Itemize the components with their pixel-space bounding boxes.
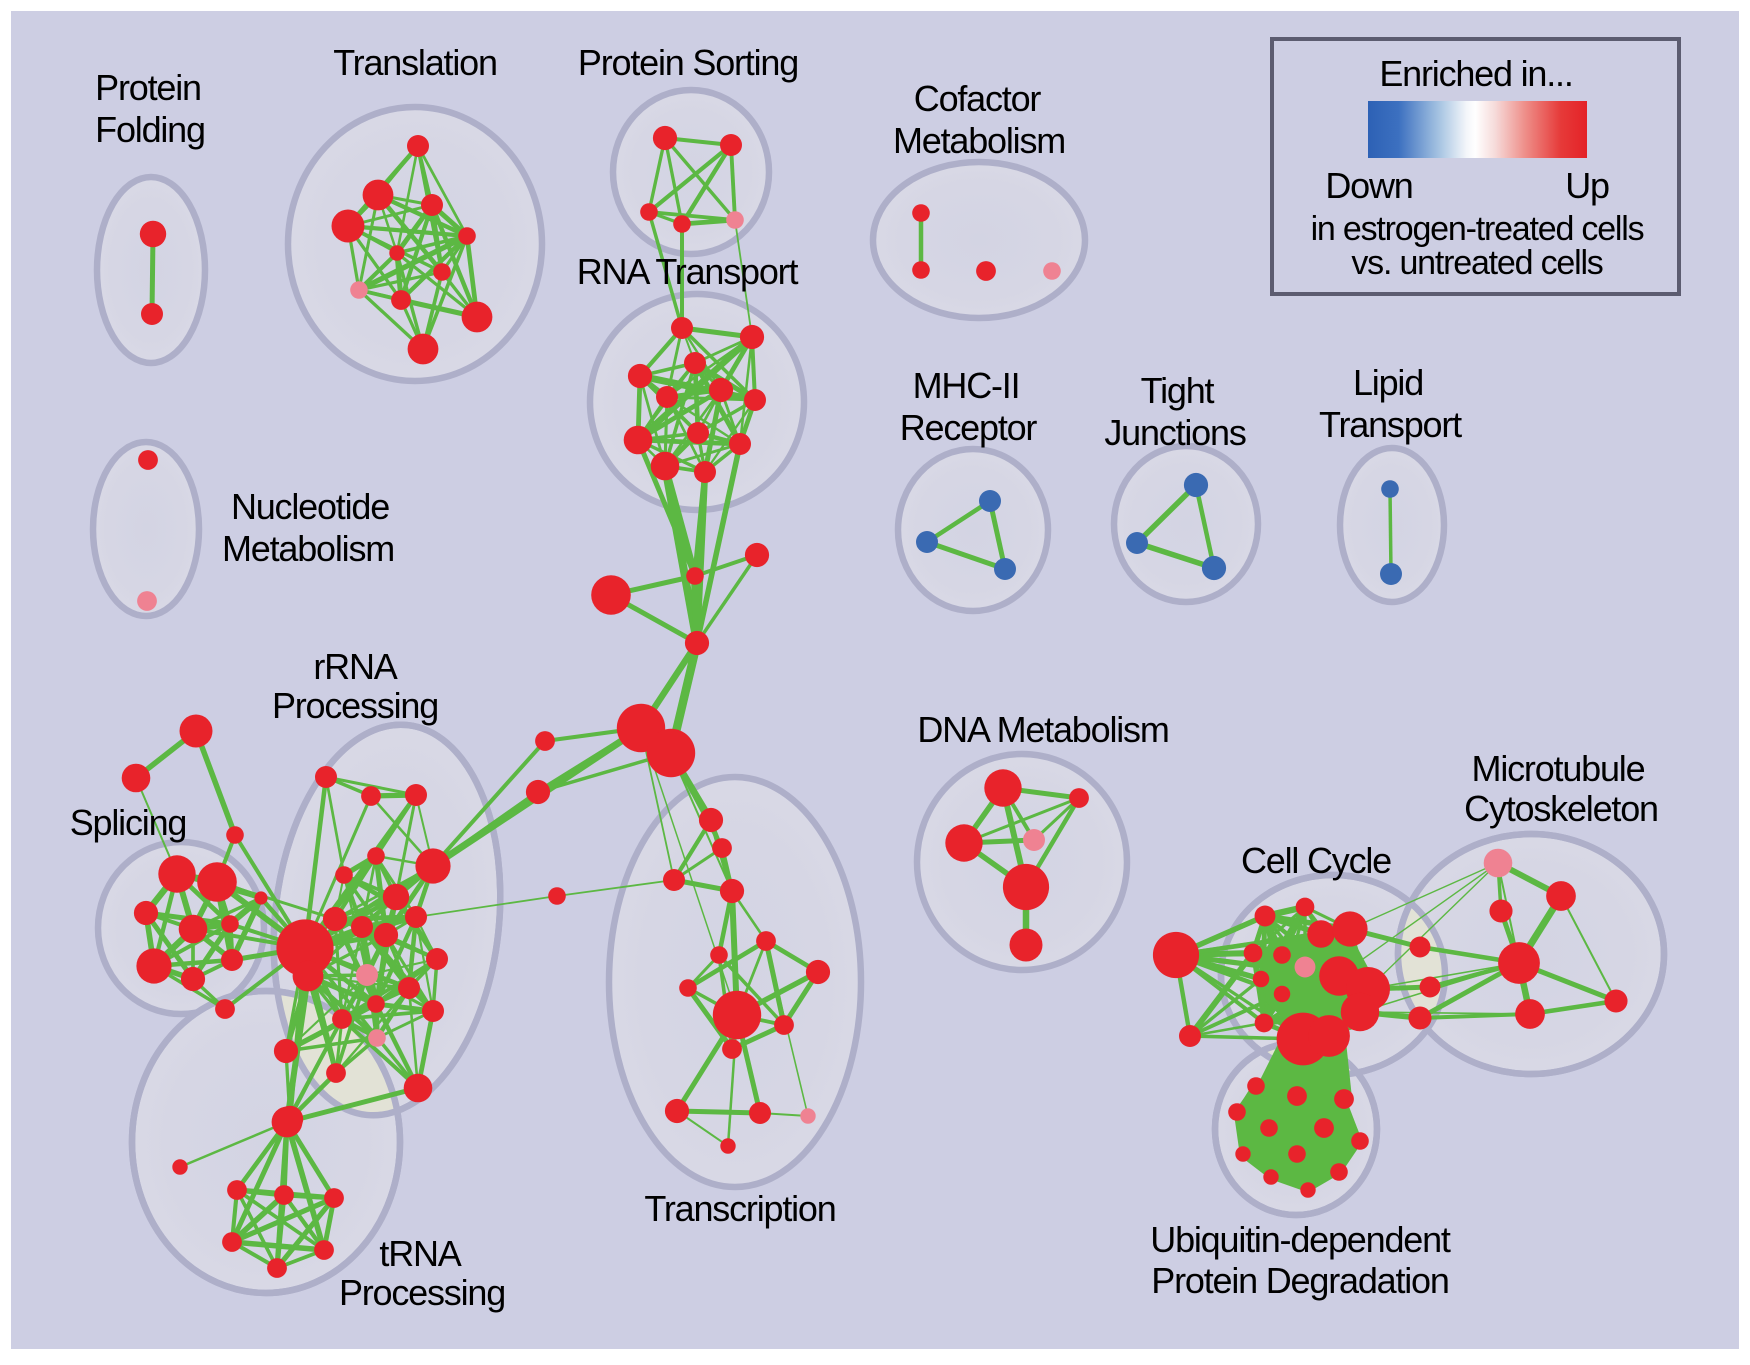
svg-text:RNA Transport: RNA Transport [577, 251, 799, 292]
svg-text:Protein Degradation: Protein Degradation [1151, 1260, 1448, 1301]
svg-text:DNA Metabolism: DNA Metabolism [917, 709, 1168, 750]
svg-text:in estrogen-treated cells: in estrogen-treated cells [1311, 210, 1644, 248]
svg-text:rRNA: rRNA [313, 646, 397, 687]
svg-text:Up: Up [1565, 165, 1609, 206]
svg-text:Ubiquitin-dependent: Ubiquitin-dependent [1150, 1219, 1451, 1260]
svg-text:MHC-II: MHC-II [913, 365, 1020, 406]
svg-text:Splicing: Splicing [70, 802, 186, 843]
svg-text:Protein Sorting: Protein Sorting [578, 42, 798, 83]
svg-text:Folding: Folding [95, 109, 205, 150]
svg-text:Processing: Processing [272, 685, 438, 726]
svg-text:Nucleotide: Nucleotide [231, 486, 389, 527]
svg-text:Junctions: Junctions [1104, 412, 1245, 453]
svg-text:Metabolism: Metabolism [222, 528, 394, 569]
svg-text:Cytoskeleton: Cytoskeleton [1464, 788, 1658, 829]
svg-text:Metabolism: Metabolism [893, 120, 1065, 161]
svg-text:Tight: Tight [1141, 370, 1215, 411]
svg-text:Cofactor: Cofactor [914, 78, 1042, 119]
svg-text:Protein: Protein [95, 67, 201, 108]
svg-text:Processing: Processing [339, 1272, 505, 1313]
svg-text:Down: Down [1325, 165, 1412, 206]
svg-text:vs. untreated cells: vs. untreated cells [1351, 244, 1602, 282]
svg-text:Enriched in...: Enriched in... [1379, 53, 1572, 94]
svg-text:Microtubule: Microtubule [1472, 748, 1645, 789]
svg-text:tRNA: tRNA [379, 1233, 461, 1274]
svg-text:Cell Cycle: Cell Cycle [1241, 840, 1391, 881]
svg-text:Translation: Translation [333, 42, 497, 83]
svg-text:Transport: Transport [1319, 404, 1462, 445]
svg-text:Lipid: Lipid [1353, 362, 1423, 403]
svg-text:Transcription: Transcription [644, 1188, 835, 1229]
svg-text:Receptor: Receptor [900, 407, 1038, 448]
